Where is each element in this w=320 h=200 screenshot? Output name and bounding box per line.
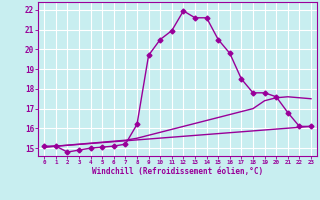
- X-axis label: Windchill (Refroidissement éolien,°C): Windchill (Refroidissement éolien,°C): [92, 167, 263, 176]
